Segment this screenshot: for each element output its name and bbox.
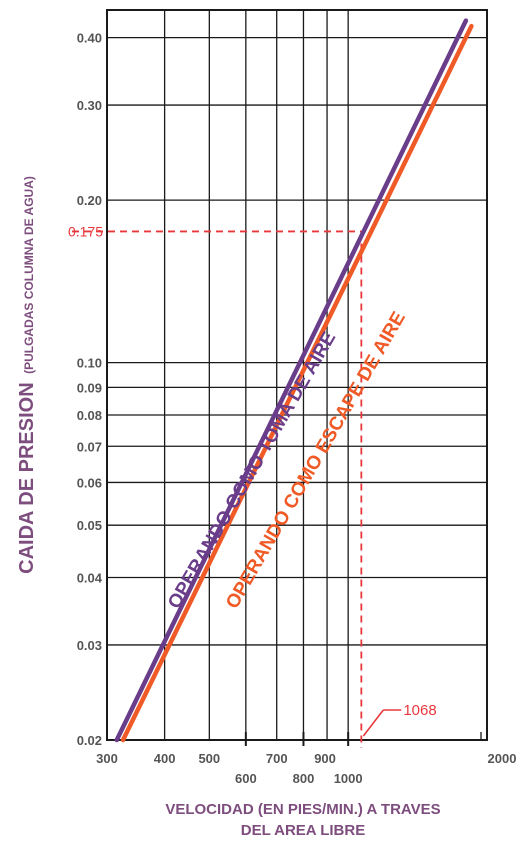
y-tick-label-0.02: 0.02 [77, 733, 102, 748]
x-tick-label-500: 500 [198, 751, 220, 766]
y-axis-title-main: CAIDA DE PRESION [16, 382, 38, 574]
y-tick-label-0.10: 0.10 [77, 356, 102, 371]
x-axis-title-line2: DEL AREA LIBRE [241, 822, 365, 839]
x-tick-label-400: 400 [154, 751, 176, 766]
x-tick-label-lower-600: 600 [235, 771, 257, 786]
y-tick-label-0.03: 0.03 [77, 638, 102, 653]
x-tick-label-900: 900 [314, 751, 336, 766]
x-tick-marks [244, 732, 482, 746]
y-tick-label-0.20: 0.20 [77, 193, 102, 208]
y-tick-label-0.09: 0.09 [77, 380, 102, 395]
y-tick-label-0.05: 0.05 [77, 518, 102, 533]
x-tick-label-2000: 2000 [488, 751, 517, 766]
annotation-0175-label: 0.175 [68, 223, 103, 239]
x-axis-title-line1: VELOCIDAD (EN PIES/MIN.) A TRAVES [165, 801, 440, 818]
x-tick-label-300: 300 [96, 751, 118, 766]
x-tick-label-lower-800: 800 [293, 771, 315, 786]
y-tick-label-0.06: 0.06 [77, 475, 102, 490]
y-tick-label-0.04: 0.04 [77, 570, 103, 585]
y-tick-labels: 0.40 0.30 0.20 0.10 0.09 0.08 0.07 0.06 0.05 0.04… [77, 31, 103, 748]
annotation-1068-label: 1068 [403, 702, 436, 719]
series-line-escape-de-aire [120, 23, 474, 743]
y-tick-label-0.30: 0.30 [77, 98, 102, 113]
y-axis-title: CAIDA DE PRESION (PULGADAS COLUMNA DE AG… [16, 176, 38, 574]
x-tick-label-lower-1000: 1000 [334, 771, 363, 786]
y-tick-label-0.07: 0.07 [77, 439, 102, 454]
x-tick-labels: 300 400 500 700 2000 900 600 800 1000 [96, 751, 516, 786]
y-tick-label-0.08: 0.08 [77, 408, 102, 423]
y-axis-title-sub: (PULGADAS COLUMNA DE AGUA) [22, 176, 36, 374]
x-gridlines [163, 10, 349, 740]
y-tick-label-0.40: 0.40 [77, 31, 102, 46]
x-tick-label-700: 700 [266, 751, 288, 766]
plot-frame [106, 9, 488, 741]
annotation-1068-leader [362, 709, 384, 737]
series-line-toma-de-aire [114, 18, 469, 743]
